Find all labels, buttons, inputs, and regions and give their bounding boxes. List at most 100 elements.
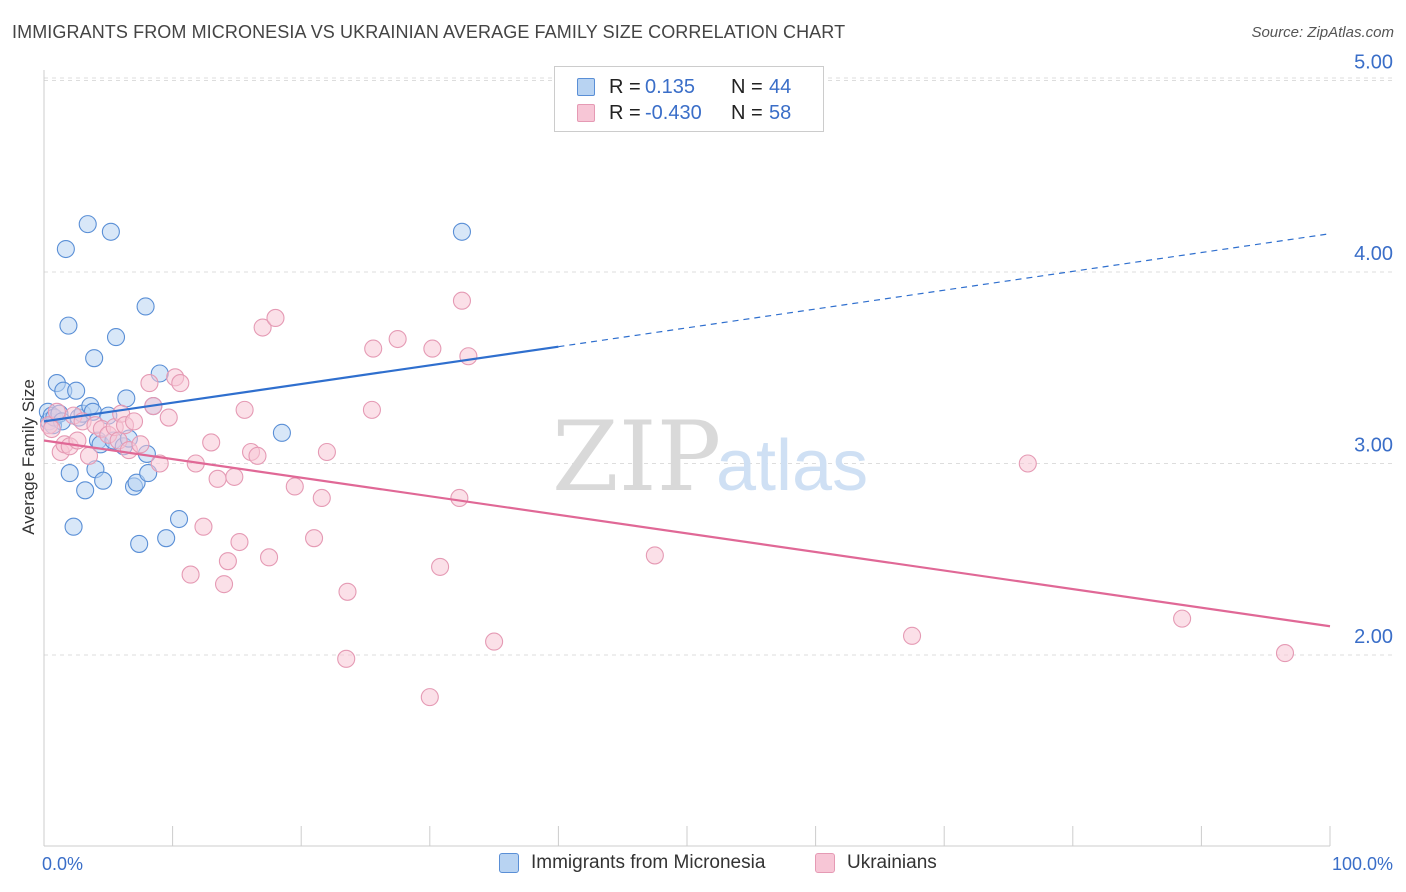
micronesia-point: [272, 423, 291, 442]
ukrainian-point: [235, 400, 254, 419]
legend-r-label: R =: [609, 75, 641, 98]
micronesia-point: [139, 464, 158, 483]
legend-n-value: 44: [769, 75, 792, 98]
ukrainian-point: [79, 446, 99, 465]
ukrainian-point: [42, 419, 61, 439]
micronesia-point: [136, 297, 155, 316]
ukrainian-point: [202, 433, 221, 452]
ukrainian-point: [266, 308, 285, 328]
ukrainian-point: [285, 477, 304, 496]
legend-row-ukrainians: R = -0.430 N = 58: [577, 102, 791, 124]
ukrainian-point: [194, 517, 213, 536]
series-micronesia: [38, 215, 472, 553]
trend-layer: [43, 233, 1331, 628]
x-tick-label: 0.0%: [42, 854, 83, 874]
ukrainian-point: [1275, 644, 1295, 663]
ukrainian-point: [305, 529, 324, 548]
ukrainian-trend-line: [43, 439, 1331, 628]
ukrainian-point: [364, 339, 383, 358]
axes-layer: 2.00 3.00 4.00 5.00 0.0% 100.0%: [42, 52, 1393, 875]
ukrainian-point: [208, 469, 227, 488]
micronesia-point: [157, 529, 176, 548]
legend-item-micronesia[interactable]: Immigrants from Micronesia: [499, 852, 765, 874]
blue-swatch-icon: [499, 853, 519, 873]
ukrainian-point: [230, 532, 249, 552]
ukrainian-point: [450, 488, 469, 508]
series-legend: Immigrants from Micronesia Ukrainians: [0, 852, 1406, 878]
micronesia-point: [452, 222, 472, 241]
ukrainian-point: [317, 442, 336, 462]
ukrainian-point: [431, 557, 450, 576]
ukrainian-point: [423, 339, 442, 358]
ukrainian-point: [218, 552, 237, 571]
ukrainian-point: [214, 575, 234, 594]
ukrainian-point: [225, 467, 244, 486]
ukrainian-point: [248, 446, 267, 465]
micronesia-point: [117, 389, 136, 408]
micronesia-point: [127, 473, 146, 492]
ukrainian-point: [171, 374, 190, 393]
micronesia-point: [130, 534, 149, 553]
ukrainian-point: [140, 374, 159, 393]
ukrainian-point: [131, 435, 150, 454]
ukrainian-point: [338, 582, 357, 601]
ukrainian-point: [485, 632, 504, 651]
legend-r-value: 0.135: [645, 75, 696, 98]
pink-swatch-icon: [815, 853, 835, 873]
micronesia-point: [59, 316, 78, 335]
ukrainian-point: [452, 291, 472, 310]
legend-item-label: Ukrainians: [847, 852, 937, 873]
ukrainian-point: [459, 347, 478, 366]
ukrainian-point: [420, 688, 439, 707]
source-label: Source: ZipAtlas.com: [1251, 24, 1394, 41]
legend-item-label: Immigrants from Micronesia: [531, 852, 766, 873]
micronesia-point: [106, 328, 126, 347]
chart-title: IMMIGRANTS FROM MICRONESIA VS UKRAINIAN …: [12, 22, 846, 42]
legend-r-value: -0.430: [645, 101, 702, 124]
ukrainian-point: [337, 649, 356, 668]
legend-item-ukrainians[interactable]: Ukrainians: [815, 852, 937, 874]
watermark-atlas: atlas: [716, 426, 868, 506]
legend-row-micronesia: R = 0.135 N = 44: [577, 76, 791, 98]
ukrainian-point: [159, 408, 178, 427]
ukrainian-point: [1173, 609, 1192, 628]
ukrainian-point: [259, 548, 279, 567]
ukrainian-point: [388, 329, 407, 349]
series-ukrainians: [40, 291, 1295, 707]
ukrainian-point: [902, 626, 922, 645]
legend-n-label: N =: [731, 101, 763, 124]
y-tick-label: 3.00: [1354, 435, 1393, 457]
ukrainian-point: [253, 318, 272, 337]
micronesia-point: [67, 381, 86, 400]
micronesia-point: [85, 349, 104, 368]
watermark: ZIP atlas: [552, 401, 868, 513]
pink-swatch-icon: [577, 104, 595, 122]
ukrainian-point: [181, 565, 200, 584]
micronesia-point: [60, 464, 79, 483]
legend-n-value: 58: [769, 101, 792, 124]
micronesia-point: [169, 509, 189, 529]
grid-layer: [44, 77, 1392, 656]
ukrainian-point: [362, 400, 381, 419]
micronesia-point: [78, 215, 97, 234]
y-axis-label: Average Family Size: [19, 379, 38, 535]
x-tick-label: 100.0%: [1332, 854, 1393, 874]
micronesia-trend-line: [43, 345, 559, 423]
micronesia-point: [56, 239, 75, 259]
micronesia-point: [64, 517, 83, 536]
ukrainian-point: [150, 454, 169, 473]
y-tick-label: 4.00: [1354, 243, 1393, 265]
watermark-zip: ZIP: [552, 401, 721, 513]
points-layer: [38, 215, 1295, 707]
y-tick-label: 5.00: [1354, 52, 1393, 74]
stats-legend: R = 0.135 N = 44 R = -0.430 N = 58: [554, 66, 824, 132]
y-tick-label: 2.00: [1354, 626, 1393, 648]
ukrainian-point: [312, 488, 331, 508]
micronesia-point: [101, 222, 120, 241]
micronesia-point: [76, 481, 95, 500]
ukrainian-point: [124, 412, 144, 431]
blue-swatch-icon: [577, 78, 595, 96]
legend-r-label: R =: [609, 101, 641, 124]
legend-n-label: N =: [731, 75, 763, 98]
